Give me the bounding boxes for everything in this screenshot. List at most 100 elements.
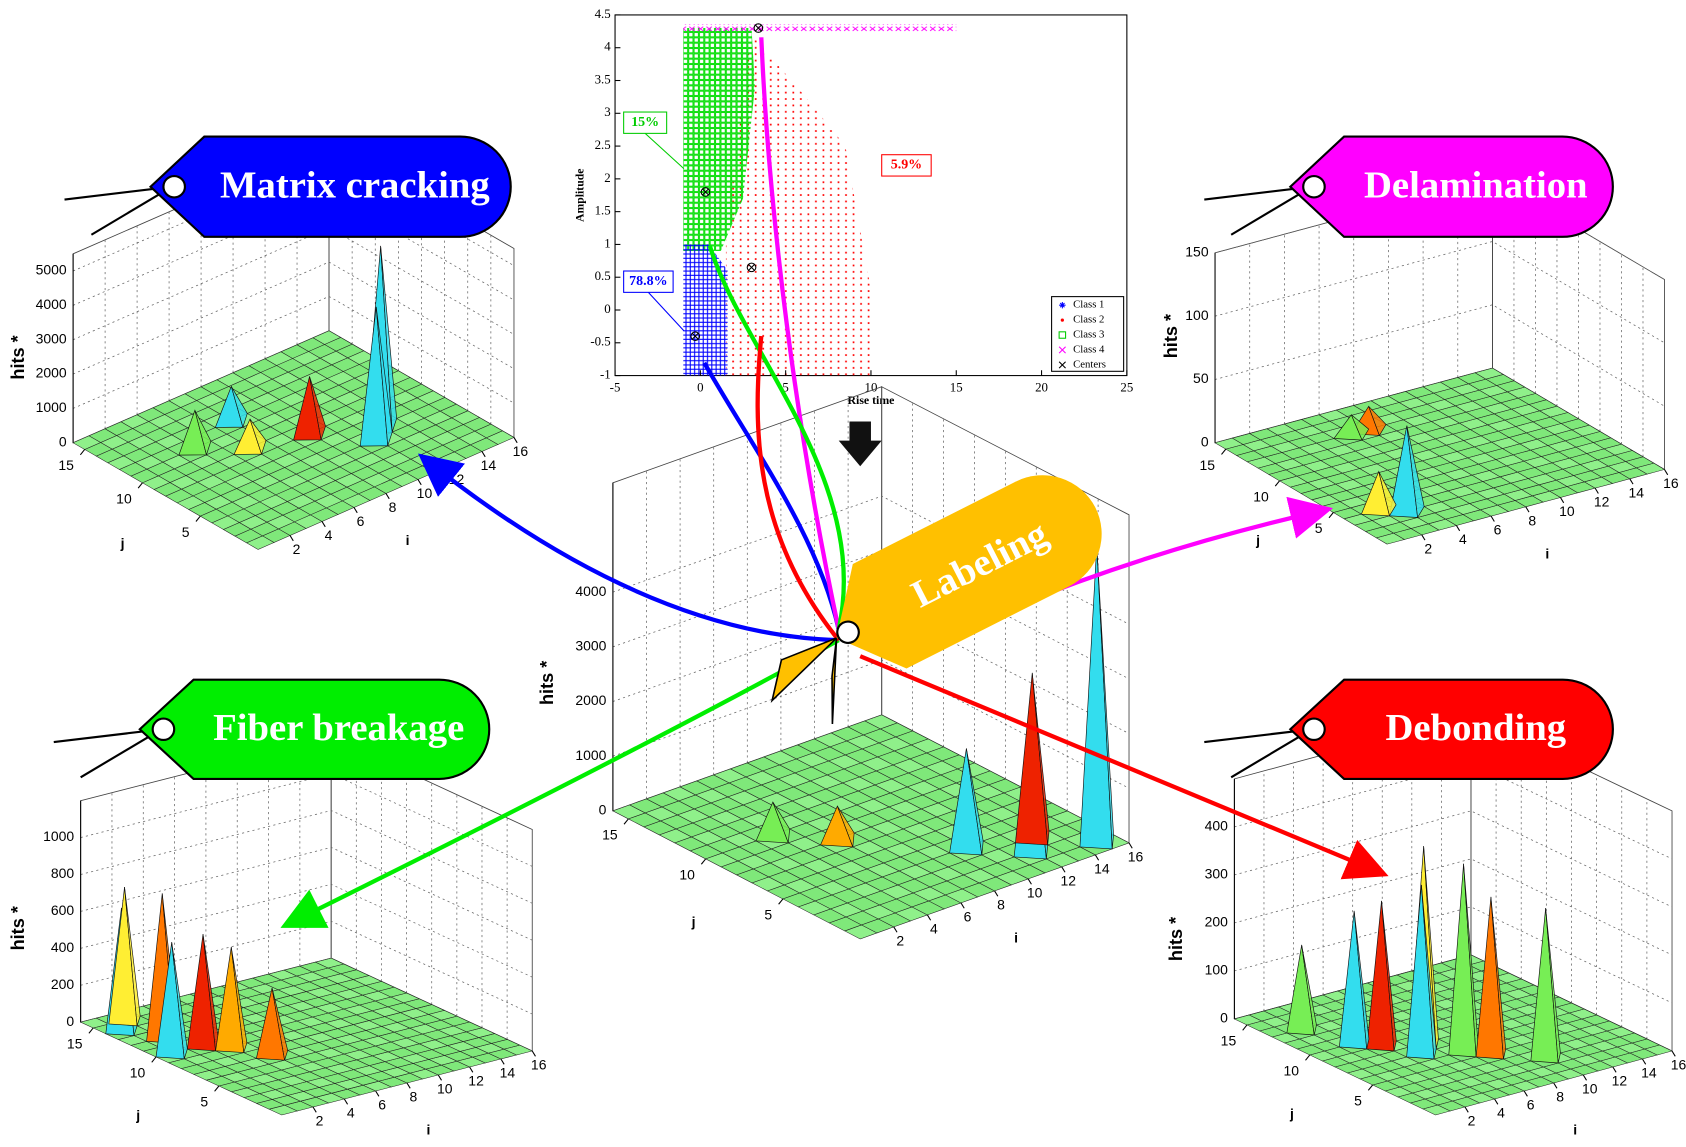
y-tick — [1305, 1054, 1311, 1061]
x-tick-label: 4 — [1497, 1105, 1505, 1121]
tag-hole — [1302, 717, 1326, 742]
annotation-pointer — [644, 132, 685, 169]
x-tick-label: 16 — [1128, 849, 1144, 865]
z-axis-label: hits * — [8, 334, 28, 379]
x-tick — [1560, 497, 1565, 504]
center-marker — [700, 187, 711, 197]
y-tick — [151, 1056, 157, 1063]
x-tick-label: 14 — [481, 457, 497, 473]
x-tick — [312, 1106, 317, 1113]
x-tick-label: 10 — [417, 485, 433, 501]
surface-facet — [1079, 545, 1113, 850]
surface-facet — [171, 942, 188, 1059]
x-tick-label: 10 — [1559, 503, 1575, 519]
z-grid-line — [72, 227, 515, 341]
class4-band — [683, 24, 957, 32]
x-tick-label: 14 — [1629, 484, 1645, 500]
legend-marker — [1058, 346, 1066, 354]
x-tick-label: 12 — [1061, 873, 1077, 889]
x-tick — [449, 465, 454, 472]
y-axis-label: j — [135, 1107, 140, 1123]
x-tick — [1629, 478, 1634, 485]
x-tick-label: 16 — [1663, 475, 1679, 491]
tag-bowtie — [770, 637, 838, 725]
x-tick-label: 8 — [410, 1089, 418, 1105]
y-tick — [214, 1085, 220, 1092]
x-tick-label: 6 — [378, 1097, 386, 1113]
tag-title: Matrix cracking — [220, 165, 490, 207]
z-tick-label: 2000 — [575, 692, 606, 708]
x-tick — [994, 890, 999, 897]
x-tick-label: 8 — [1528, 512, 1536, 528]
annotation-box — [881, 154, 932, 177]
x-tick-label: 6 — [357, 513, 365, 529]
x-tick — [417, 479, 422, 486]
x-tick — [1455, 525, 1461, 532]
x-tick-label: 14 — [1641, 1065, 1657, 1081]
y-tick-label: 10 — [679, 867, 695, 883]
surface-facet — [194, 410, 212, 456]
tags: Matrix cracking Delamination Fiber breakag… — [53, 135, 1614, 780]
legend-marker — [1058, 361, 1066, 369]
x-tick — [1664, 469, 1669, 476]
x-tick-label: 16 — [531, 1057, 547, 1073]
x-tick — [960, 902, 965, 909]
z-grid-line — [1234, 858, 1673, 956]
z-tick-label: 0 — [59, 434, 67, 450]
y-tick-label: 10 — [130, 1065, 146, 1081]
plots: -5 0 5 10 15 20 25-1-0.500.511.522.533.544.5Ri… — [8, 7, 1686, 1138]
surface-facet — [1406, 425, 1425, 519]
z-tick-label: 400 — [51, 939, 75, 955]
x-tick — [321, 521, 326, 528]
surface-facet — [1015, 672, 1049, 846]
surface-facet — [375, 306, 393, 446]
x-tick — [1128, 842, 1133, 849]
z-tick-label: 1000 — [575, 747, 606, 763]
class3-cloud — [683, 28, 755, 251]
surface-facet — [1366, 900, 1395, 1052]
z-tick-label: 600 — [51, 902, 75, 918]
x-tick-label: 6 — [1527, 1097, 1535, 1113]
z-tick-label: 0 — [1220, 1010, 1228, 1026]
z-tick-label: 3000 — [575, 638, 606, 654]
x-tick-label: 8 — [1556, 1089, 1564, 1105]
tag-title: Debonding — [1385, 707, 1566, 749]
z-tick-label: 0 — [1201, 434, 1209, 450]
damage-tag: Matrix cracking — [64, 135, 512, 238]
x-tick — [469, 1066, 474, 1073]
x-tick-label: 15 — [950, 380, 963, 394]
legend-marker — [1060, 318, 1064, 322]
class2-cloud — [725, 34, 871, 376]
down-arrow — [838, 421, 882, 467]
x-tick — [1525, 506, 1530, 513]
x-tick-label: 25 — [1120, 380, 1133, 394]
floor — [612, 714, 1130, 940]
x-tick-label: 12 — [468, 1073, 484, 1089]
x-tick-label: 6 — [964, 909, 972, 925]
y-tick-label: 5 — [182, 524, 190, 540]
x-axis-label: i — [1014, 930, 1018, 946]
center-ring — [700, 187, 711, 197]
x-axis-label: i — [1545, 546, 1549, 562]
legend-marker — [1059, 301, 1066, 309]
tag-title: Delamination — [1364, 165, 1588, 207]
x-tick-label: 10 — [865, 380, 878, 394]
legend-label: Class 3 — [1073, 329, 1104, 341]
y-tick-label: 5 — [1354, 1093, 1362, 1109]
annotation-pointer — [647, 291, 685, 332]
y-tick — [1328, 512, 1334, 519]
curve-class3 — [707, 244, 846, 630]
x-tick-label: 14 — [1094, 861, 1110, 877]
x-tick-label: 10 — [1027, 885, 1043, 901]
curve-class4 — [759, 37, 841, 630]
surface-facet — [772, 801, 790, 844]
z-tick-label: 2000 — [36, 365, 67, 381]
surface-facet — [249, 418, 267, 456]
x-tick-label: 4 — [930, 921, 938, 937]
x-tick — [513, 437, 518, 444]
center-cross — [747, 263, 756, 271]
x-tick — [500, 1058, 505, 1065]
y-axis-label: Amplitude — [573, 169, 586, 222]
class1-cloud — [683, 244, 728, 376]
annotation-label: 78.8% — [629, 274, 667, 289]
